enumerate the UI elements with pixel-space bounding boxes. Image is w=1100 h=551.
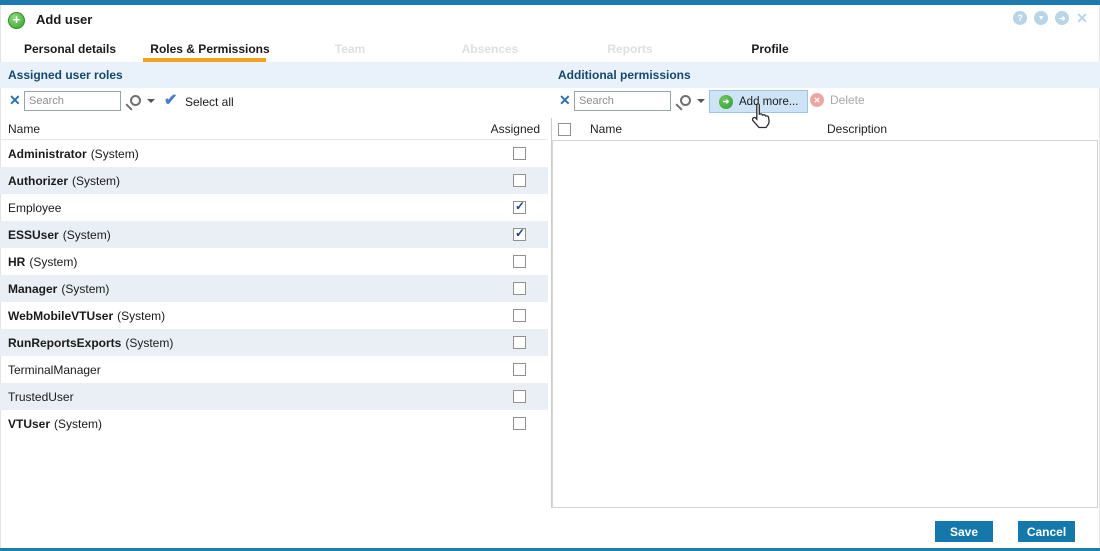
clear-search-icon[interactable]: ✕ (9, 92, 21, 108)
tab-bar: Personal details Roles & Permissions Tea… (0, 38, 840, 62)
roles-name-column-header: Name (8, 122, 41, 136)
role-row[interactable]: TrustedUser (0, 383, 548, 410)
role-name: Manager (System) (8, 281, 110, 296)
search-icon[interactable] (130, 95, 141, 106)
cursor-pointer (749, 101, 773, 136)
add-arrow-icon: ➜ (719, 94, 733, 109)
clear-search-icon[interactable]: ✕ (559, 92, 571, 108)
role-row[interactable]: TerminalManager (0, 356, 548, 383)
window-top-accent (0, 0, 1100, 5)
role-row[interactable]: VTUser (System) (0, 410, 548, 437)
role-row[interactable]: Employee (0, 194, 548, 221)
search-options-caret-icon[interactable] (697, 99, 705, 103)
assigned-checkbox[interactable] (513, 309, 526, 322)
tab-team: Team (334, 42, 366, 56)
assigned-roles-table: Administrator (System) Authorizer (System)… (0, 140, 548, 437)
add-user-plus-icon: + (8, 12, 25, 29)
select-all-button[interactable]: Select all (185, 95, 234, 109)
select-all-permissions-checkbox[interactable] (558, 123, 571, 136)
role-name: TrustedUser (8, 389, 74, 404)
assigned-checkbox[interactable] (513, 363, 526, 376)
assigned-roles-title: Assigned user roles (8, 68, 123, 82)
permissions-name-column-header: Name (590, 122, 623, 136)
role-row[interactable]: WebMobileVTUser (System) (0, 302, 548, 329)
assigned-checkbox[interactable] (513, 255, 526, 268)
assigned-checkbox[interactable] (513, 336, 526, 349)
assigned-checkbox[interactable] (513, 199, 526, 214)
window-title: Add user (36, 12, 93, 27)
assigned-checkbox[interactable] (513, 282, 526, 295)
roles-search-input[interactable] (24, 91, 121, 111)
permissions-list-area (552, 140, 1098, 508)
role-name: WebMobileVTUser (System) (8, 308, 166, 323)
role-row[interactable]: Administrator (System) (0, 140, 548, 167)
select-all-check-icon[interactable]: ✔ (164, 92, 178, 109)
role-name: Employee (8, 200, 62, 215)
search-icon[interactable] (680, 95, 691, 106)
save-button[interactable]: Save (935, 521, 993, 542)
role-row[interactable]: RunReportsExports (System) (0, 329, 548, 356)
role-name: RunReportsExports (System) (8, 335, 174, 350)
delete-button[interactable]: ✕ Delete (810, 93, 865, 107)
header-divider (0, 139, 548, 140)
assigned-checkbox[interactable] (513, 147, 526, 160)
tab-reports: Reports (607, 42, 653, 56)
role-name: Administrator (System) (8, 146, 139, 161)
assigned-checkbox[interactable] (513, 174, 526, 187)
detach-icon[interactable]: ➜ (1055, 11, 1070, 25)
role-name: HR (System) (8, 254, 78, 269)
help-icon[interactable]: ? (1013, 11, 1028, 25)
delete-x-icon: ✕ (810, 93, 824, 107)
role-name: TerminalManager (8, 362, 101, 377)
permissions-description-column-header: Description (827, 122, 888, 136)
cancel-button[interactable]: Cancel (1018, 521, 1075, 542)
roles-assigned-column-header: Assigned (490, 122, 540, 136)
assigned-checkbox[interactable] (513, 226, 526, 241)
role-row[interactable]: HR (System) (0, 248, 548, 275)
window-bottom-accent (0, 548, 1100, 551)
collapse-icon[interactable]: ▼ (1034, 11, 1049, 25)
close-icon[interactable]: ✕ (1076, 10, 1088, 26)
assigned-checkbox[interactable] (513, 417, 526, 430)
window-controls: ? ▼ ➜ ✕ (1013, 11, 1088, 25)
tab-personal-details[interactable]: Personal details (23, 42, 117, 56)
search-options-caret-icon[interactable] (147, 99, 155, 103)
role-name: VTUser (System) (8, 416, 103, 431)
role-name: ESSUser (System) (8, 227, 111, 242)
assigned-checkbox[interactable] (513, 390, 526, 403)
add-more-button[interactable]: ➜ Add more... (709, 90, 809, 113)
panel-divider (551, 118, 552, 508)
additional-permissions-title: Additional permissions (558, 68, 691, 82)
permissions-search-input[interactable] (574, 91, 671, 111)
role-name: Authorizer (System) (8, 173, 120, 188)
tab-profile[interactable]: Profile (751, 42, 789, 56)
role-row[interactable]: Authorizer (System) (0, 167, 548, 194)
role-row[interactable]: ESSUser (System) (0, 221, 548, 248)
tab-absences: Absences (461, 42, 519, 56)
tab-roles-permissions[interactable]: Roles & Permissions (140, 38, 280, 62)
panel-header-bar (0, 62, 1100, 88)
role-row[interactable]: Manager (System) (0, 275, 548, 302)
